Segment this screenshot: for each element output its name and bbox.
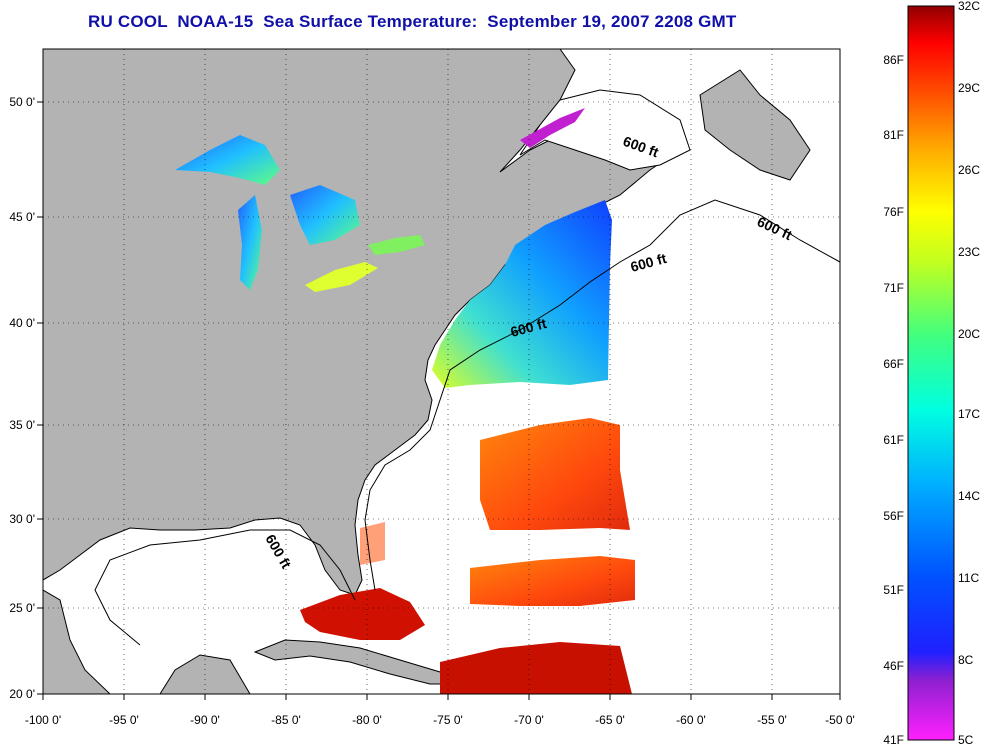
colorbar-fahrenheit-label: 76F (883, 205, 904, 219)
colorbar-fahrenheit-label: 61F (883, 433, 904, 447)
colorbar (907, 5, 955, 741)
st-lawrence-sst (520, 108, 585, 148)
lake-superior (175, 135, 280, 185)
lat-tick-label: 40 0' (9, 316, 35, 330)
lon-tick-label: -55 0' (757, 713, 787, 727)
warm-patch-south (440, 642, 632, 694)
lake-michigan (238, 195, 262, 290)
warm-patch-2 (470, 556, 635, 606)
colorbar-celsius-label: 32C (958, 0, 980, 13)
colorbar-celsius-label: 14C (958, 489, 980, 503)
isobath-600ft-gulf (94, 529, 356, 646)
colorbar-celsius-label: 17C (958, 407, 980, 421)
colorbar-fahrenheit-label: 56F (883, 509, 904, 523)
lon-tick-label: -70 0' (514, 713, 544, 727)
gulf-st-lawrence (519, 89, 691, 171)
colorbar-fahrenheit-label: 66F (883, 357, 904, 371)
colorbar-ticks: 32C 29C 26C 23C 20C 17C 14C 11C 8C 5C 86F 81F 76F 71F… (883, 0, 980, 747)
lon-tick-label: -80 0' (352, 713, 382, 727)
lon-tick-label: -50 0' (825, 713, 855, 727)
colorbar-celsius-label: 8C (958, 653, 974, 667)
lon-tick-label: -60 0' (676, 713, 706, 727)
colorbar-celsius-label: 23C (958, 245, 980, 259)
colorbar-fahrenheit-label: 46F (883, 659, 904, 673)
warm-patch-1 (480, 418, 630, 530)
isobath-600ft (364, 199, 840, 591)
lat-tick-label: 45 0' (9, 210, 35, 224)
lon-tick-label: -65 0' (595, 713, 625, 727)
colorbar-fahrenheit-label: 41F (883, 733, 904, 747)
lat-tick-label: 50 0' (9, 95, 35, 109)
colorbar-fahrenheit-label: 81F (883, 128, 904, 142)
lake-ontario (368, 235, 425, 255)
warm-patch-caribbean (300, 588, 425, 640)
lon-tick-label: -90 0' (190, 713, 220, 727)
colorbar-celsius-label: 26C (958, 163, 980, 177)
land-mexico (43, 589, 111, 694)
lake-huron (290, 185, 360, 245)
land-newfoundland (699, 69, 811, 181)
lat-tick-label: 35 0' (9, 418, 35, 432)
lat-tick-label: 30 0' (9, 512, 35, 526)
lat-tick-label: 25 0' (9, 601, 35, 615)
northeast-sst (432, 200, 612, 388)
map-title: RU COOL NOAA-15 Sea Surface Temperature:… (88, 12, 737, 31)
colorbar-fahrenheit-label: 86F (883, 53, 904, 67)
lat-tick-label: 20 0' (9, 687, 35, 701)
colorbar-celsius-label: 5C (958, 733, 974, 747)
lon-tick-label: -85 0' (271, 713, 301, 727)
lon-tick-label: -100 0' (25, 713, 61, 727)
warm-patch-gulf (360, 522, 385, 565)
lon-tick-label: -75 0' (433, 713, 463, 727)
colorbar-fahrenheit-label: 51F (883, 583, 904, 597)
colorbar-celsius-label: 29C (958, 81, 980, 95)
lake-erie (305, 262, 378, 292)
lon-tick-label: -95 0' (109, 713, 139, 727)
axis-labels: -100 0' -95 0' -90 0' -85 0' -80 0' -75 0' -70… (9, 95, 854, 727)
colorbar-celsius-label: 20C (958, 327, 980, 341)
plot-frame (42, 48, 841, 695)
colorbar-fahrenheit-label: 71F (883, 281, 904, 295)
colorbar-celsius-label: 11C (958, 571, 979, 585)
